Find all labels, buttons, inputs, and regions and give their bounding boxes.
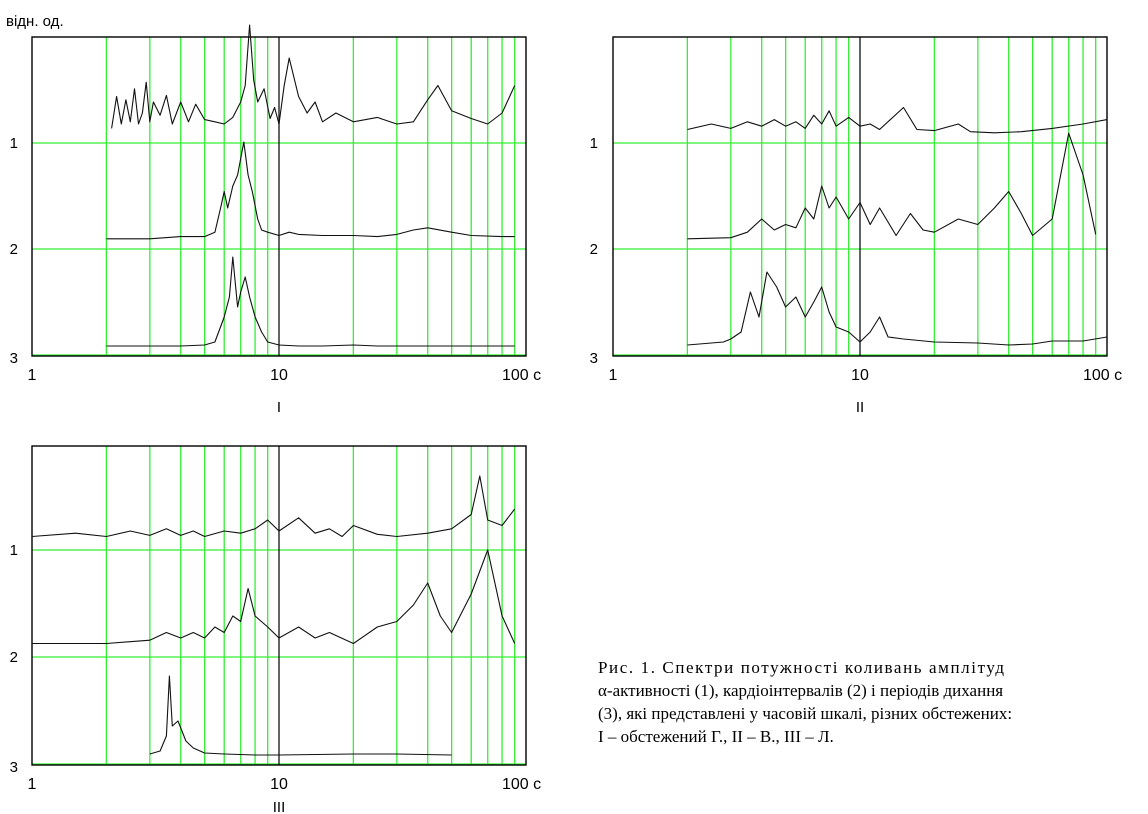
row-label-3: 3 [590, 350, 598, 367]
plot-frame [31, 445, 527, 766]
series-line-3 [149, 675, 452, 756]
row-label-3: 3 [10, 350, 18, 367]
series-line-3 [106, 256, 515, 347]
x-tick-label: 10 [270, 367, 288, 384]
x-tick-label: 1 [609, 367, 618, 384]
series-line-3 [687, 271, 1108, 346]
plot-frame [612, 36, 1108, 357]
row-label-1: 1 [590, 135, 598, 152]
caption-line-2: α-активності (1), кардіоінтервалів (2) і… [598, 681, 1004, 700]
panel-label: III [273, 799, 286, 814]
row-label-2: 2 [10, 649, 18, 666]
x-tick-label: 10 [851, 367, 869, 384]
series-line-1 [31, 475, 516, 538]
x-tick-label: 100 с [502, 367, 541, 384]
series-line-2 [106, 141, 515, 240]
series-line-2 [687, 132, 1097, 240]
row-label-1: 1 [10, 135, 18, 152]
row-label-3: 3 [10, 759, 18, 776]
series-line-1 [687, 106, 1108, 134]
x-tick-label: 100 с [502, 776, 541, 793]
figure-caption: Рис. 1. Спектри потужності коливань ампл… [598, 656, 1148, 748]
caption-line-1: Рис. 1. Спектри потужності коливань ампл… [598, 658, 1006, 677]
panel-label: I [277, 399, 281, 416]
row-label-1: 1 [10, 542, 18, 559]
x-tick-label: 100 с [1083, 367, 1122, 384]
y-unit-label: відн. од. [6, 13, 64, 30]
series-line-2 [32, 549, 516, 645]
caption-line-3: (3), які представлені у часовій шкалі, р… [598, 704, 1013, 723]
x-tick-label: 10 [270, 776, 288, 793]
panel-label: II [856, 399, 864, 416]
x-tick-label: 1 [28, 776, 37, 793]
plot-frame [31, 36, 527, 357]
x-tick-label: 1 [28, 367, 37, 384]
row-label-2: 2 [10, 241, 18, 258]
row-label-2: 2 [590, 241, 598, 258]
caption-line-4: I – обстежений Г., II – В., III – Л. [598, 727, 834, 746]
series-line-1 [111, 24, 516, 129]
